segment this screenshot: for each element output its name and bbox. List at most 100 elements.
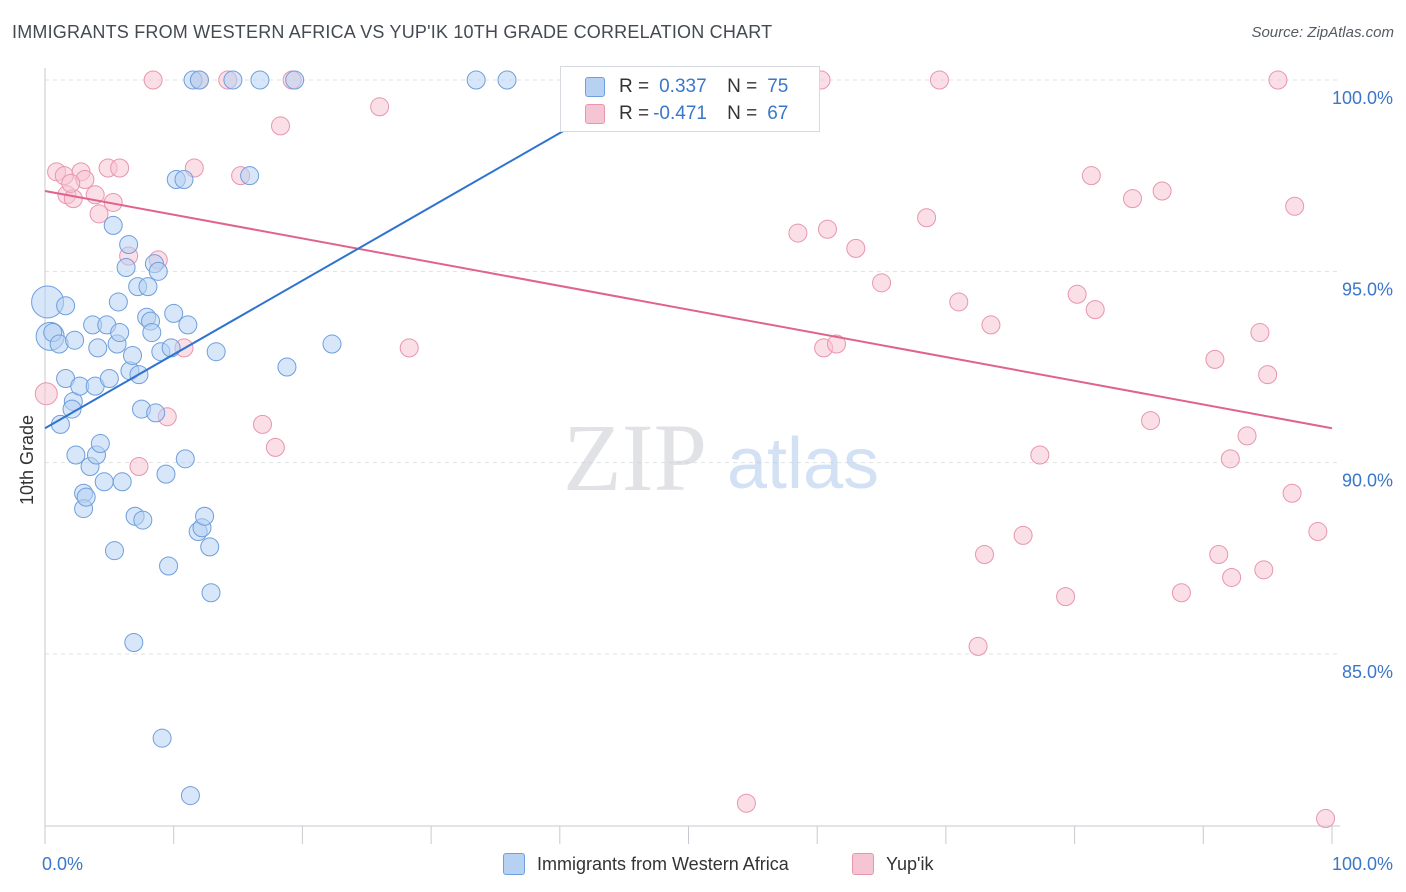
data-point-western-africa [133, 510, 153, 530]
data-point-western-africa [148, 261, 168, 281]
data-point-western-africa [159, 556, 179, 576]
data-point-western-africa [116, 258, 136, 278]
data-point-yupik [143, 70, 163, 90]
bottom-legend-label-western-africa: Immigrants from Western Africa [537, 853, 789, 874]
data-point-yupik [827, 334, 847, 354]
trend-line-western-africa [44, 117, 587, 430]
data-point-yupik [968, 636, 988, 656]
data-point-yupik [788, 223, 808, 243]
data-point-western-africa [65, 330, 85, 350]
x-tick-label-min: 0.0% [42, 854, 83, 874]
data-point-yupik [1282, 483, 1302, 503]
watermark: ZIP atlas [563, 404, 879, 511]
data-point-yupik [1209, 545, 1229, 565]
data-point-western-africa [104, 541, 124, 561]
data-point-yupik [1250, 323, 1270, 343]
bottom-legend-western-africa: Immigrants from Western Africa [503, 852, 789, 876]
data-point-yupik [1030, 445, 1050, 465]
data-point-western-africa [66, 445, 86, 465]
data-point-yupik [1316, 809, 1336, 829]
data-point-western-africa [195, 506, 215, 526]
data-point-western-africa [99, 368, 119, 388]
data-point-yupik [929, 70, 949, 90]
data-point-western-africa [497, 70, 517, 90]
bottom-legend-yupik: Yup'ik [852, 852, 933, 876]
data-point-yupik [1205, 349, 1225, 369]
data-point-yupik [1268, 70, 1288, 90]
data-point-western-africa [206, 342, 226, 362]
data-point-western-africa [138, 277, 158, 297]
x-tick-label-max: 100.0% [1332, 854, 1393, 874]
y-tick-label: 100.0% [1332, 88, 1393, 108]
legend-n-label: N = [727, 103, 758, 124]
data-point-western-africa [119, 235, 139, 255]
data-point-yupik [736, 793, 756, 813]
data-point-yupik [265, 437, 285, 457]
data-point-yupik [949, 292, 969, 312]
series-western-africa-points [31, 70, 596, 806]
data-point-yupik [271, 116, 291, 136]
data-point-yupik [253, 414, 273, 434]
data-point-western-africa [277, 357, 297, 377]
data-point-yupik [34, 382, 58, 406]
bottom-legend-swatch-western-africa [503, 853, 525, 875]
y-axis-label: 10th Grade [17, 415, 37, 505]
data-point-western-africa [146, 403, 166, 423]
data-point-yupik [975, 545, 995, 565]
data-point-western-africa [466, 70, 486, 90]
data-point-yupik [1067, 284, 1087, 304]
data-point-yupik [1085, 300, 1105, 320]
data-point-yupik [1081, 166, 1101, 186]
legend-n-value-yupik: 67 [767, 103, 789, 124]
y-tick-label: 95.0% [1342, 279, 1393, 299]
data-point-western-africa [240, 166, 260, 186]
data-point-western-africa [180, 786, 200, 806]
legend-n-label: N = [727, 76, 758, 97]
data-point-yupik [1285, 196, 1305, 216]
data-point-yupik [399, 338, 419, 358]
data-point-yupik [370, 97, 390, 117]
legend-swatch-yupik [585, 104, 605, 124]
data-point-yupik [61, 173, 81, 193]
data-point-yupik [981, 315, 1001, 335]
data-point-yupik [1056, 587, 1076, 607]
data-point-yupik [129, 456, 149, 476]
data-point-western-africa [56, 296, 76, 316]
data-point-western-africa [123, 346, 143, 366]
legend-row-yupik: R = -0.471 N = 67 [585, 102, 788, 126]
data-point-yupik [89, 204, 109, 224]
data-point-yupik [1254, 560, 1274, 580]
watermark-zip: ZIP [563, 404, 707, 511]
data-point-western-africa [161, 338, 181, 358]
axes [44, 68, 1340, 844]
watermark-atlas: atlas [727, 424, 879, 504]
data-point-yupik [1013, 525, 1033, 545]
data-point-western-africa [285, 70, 305, 90]
source-label: Source: ZipAtlas.com [1251, 24, 1394, 41]
legend-r-label: R = [619, 76, 650, 97]
data-point-western-africa [124, 633, 144, 653]
legend-row-western-africa: R = 0.337 N = 75 [585, 75, 788, 99]
data-point-yupik [872, 273, 892, 293]
data-point-western-africa [142, 323, 162, 343]
data-point-western-africa [110, 323, 130, 343]
legend-swatch-western-africa [585, 77, 605, 97]
data-point-yupik [1123, 189, 1143, 209]
data-point-yupik [110, 158, 130, 178]
data-point-western-africa [88, 338, 108, 358]
legend-n-value-western-africa: 75 [767, 76, 789, 97]
legend-r-value-yupik: -0.471 [653, 103, 707, 124]
data-point-western-africa [76, 487, 96, 507]
trend-line-yupik [44, 189, 1333, 430]
data-point-yupik [1237, 426, 1257, 446]
chart-title: IMMIGRANTS FROM WESTERN AFRICA VS YUP'IK… [12, 22, 773, 42]
data-point-yupik [1141, 411, 1161, 431]
data-point-western-africa [250, 70, 270, 90]
correlation-legend: R = 0.337 N = 75 R = -0.471 N = 67 [560, 66, 820, 132]
data-point-yupik [817, 219, 837, 239]
data-point-yupik [917, 208, 937, 228]
data-point-western-africa [175, 449, 195, 469]
data-point-western-africa [156, 464, 176, 484]
trend-lines [44, 117, 1333, 430]
data-point-western-africa [152, 728, 172, 748]
